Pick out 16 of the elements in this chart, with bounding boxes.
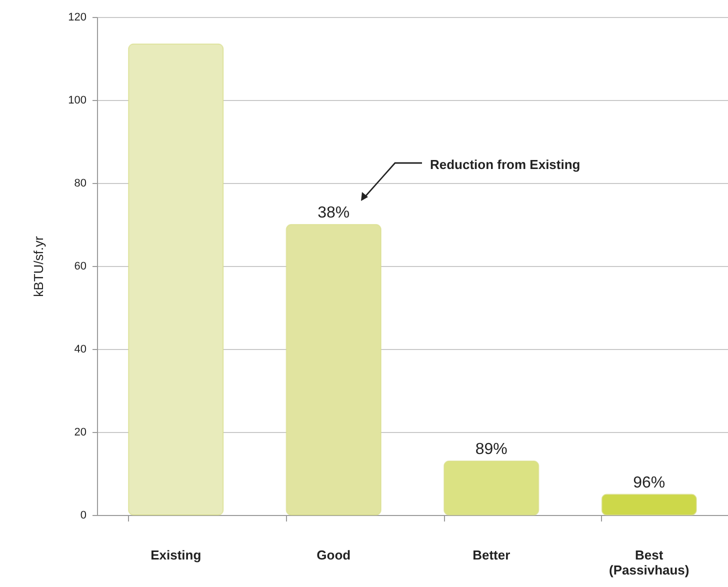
y-tick-label: 80 [74,178,86,190]
x-tick-label: Better [472,548,510,562]
y-axis-title: kBTU/sf.yr [31,236,46,297]
y-tick-label: 40 [74,344,86,356]
y-tick-label: 0 [80,510,86,522]
x-tick-label: Good [316,548,351,562]
annotation: Reduction from Existing [430,157,580,172]
y-tick-label: 60 [74,260,86,272]
x-tick-label: Best (Passivhaus) [609,548,690,578]
y-tick-label: 20 [74,426,86,438]
y-tick-label: 120 [68,12,86,24]
annotation: 38% [318,204,350,222]
x-tick-label: Existing [150,548,202,562]
y-tick-label: 100 [68,94,86,106]
annotation: 96% [633,474,666,492]
annotation: 89% [475,441,508,458]
